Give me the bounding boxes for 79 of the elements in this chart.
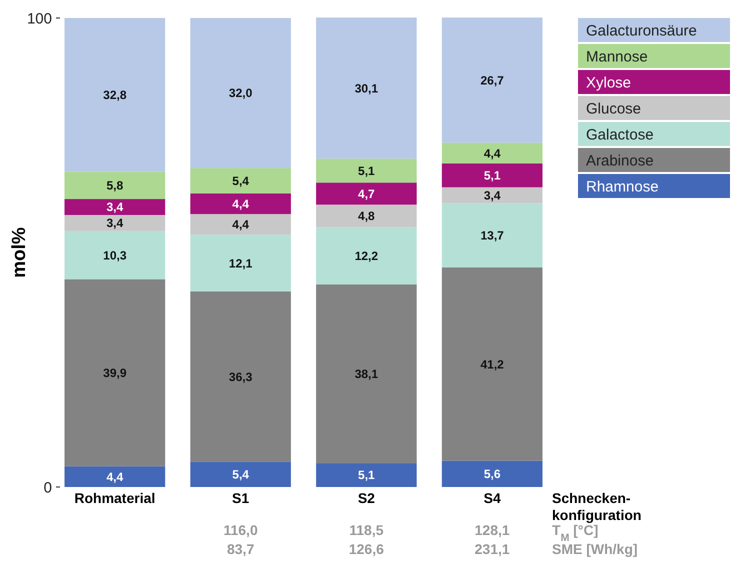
text: Rhamnose (586, 178, 659, 196)
text: Xylose (586, 74, 632, 92)
bar (442, 142, 542, 164)
text: Mannose (586, 48, 648, 66)
bar (442, 18, 542, 143)
bar (190, 168, 291, 194)
x-tick-label: S4 (484, 490, 501, 506)
x-tick-label: S1 (232, 490, 250, 506)
data-label: 5,4 (232, 468, 250, 482)
bar (64, 172, 166, 200)
data-label: 32,8 (103, 88, 127, 102)
text: T$_{M}$ [°C] (552, 522, 598, 544)
text: 116,0 (223, 522, 258, 538)
bar (64, 214, 166, 231)
data-label: 41,2 (480, 357, 504, 372)
text: Galactose (586, 126, 654, 144)
data-label: 36,3 (228, 370, 253, 384)
data-label: 5,4 (232, 174, 250, 188)
x-axis-title: Schnecken- konfiguration (552, 490, 642, 523)
bar (190, 462, 291, 487)
text: Arabinose (586, 152, 654, 170)
data-label: 5,1 (358, 164, 376, 178)
bar (316, 463, 417, 487)
data-label: 32,0 (228, 86, 253, 100)
y-tick-label: 0 (44, 479, 52, 496)
data-label: 4,4 (106, 470, 124, 484)
x-tick-label: S2 (358, 490, 376, 506)
bar (442, 163, 542, 188)
data-label: 3,4 (484, 188, 501, 202)
data-label: 12,2 (354, 248, 378, 263)
bar (316, 182, 417, 205)
bar (64, 230, 166, 280)
text: 128,1 (474, 522, 510, 538)
data-label: 3,4 (106, 200, 124, 214)
text: Galacturonsäure (586, 22, 697, 40)
data-label: 5,1 (484, 168, 501, 183)
bar (316, 227, 417, 284)
data-label: 30,1 (354, 81, 378, 96)
data-label: 5,1 (358, 468, 376, 482)
x-tick-label: Rohmaterial (74, 490, 156, 506)
data-label: 5,6 (484, 467, 501, 482)
data-label: 5,8 (106, 178, 124, 193)
bar (442, 268, 542, 461)
data-label: 4,4 (232, 196, 250, 211)
y-axis-title: mol% (9, 227, 30, 278)
bar (316, 18, 417, 159)
bar (190, 193, 291, 214)
text: 126,6 (348, 541, 384, 557)
text: 83,7 (226, 541, 254, 557)
bar (64, 279, 166, 466)
data-label: 4,8 (358, 209, 376, 224)
bar (316, 204, 417, 228)
bar (442, 203, 542, 268)
data-label: 10,3 (103, 248, 127, 262)
bar (64, 199, 166, 215)
data-label: 12,1 (228, 256, 253, 270)
y-tick-label: 100 (26, 10, 52, 28)
text: SME [Wh/kg] (552, 541, 638, 557)
data-label: 4,4 (484, 146, 501, 160)
bar (64, 18, 166, 172)
data-label: 38,1 (354, 366, 378, 381)
bar (442, 187, 542, 204)
bar (190, 214, 291, 235)
bar (190, 18, 291, 168)
text: 231,1 (474, 541, 510, 557)
data-label: 26,7 (480, 73, 504, 88)
text: Glucose (586, 100, 642, 118)
bar (316, 158, 417, 183)
bar (64, 466, 166, 487)
data-label: 3,4 (106, 216, 124, 230)
bar (190, 234, 291, 292)
bar (442, 460, 542, 487)
bar (316, 284, 417, 464)
text: 118,5 (349, 522, 384, 538)
data-label: 4,7 (358, 186, 376, 201)
data-label: 4,4 (232, 218, 250, 232)
data-label: 13,7 (480, 228, 504, 243)
bar (190, 291, 291, 462)
data-label: 39,9 (103, 366, 127, 380)
